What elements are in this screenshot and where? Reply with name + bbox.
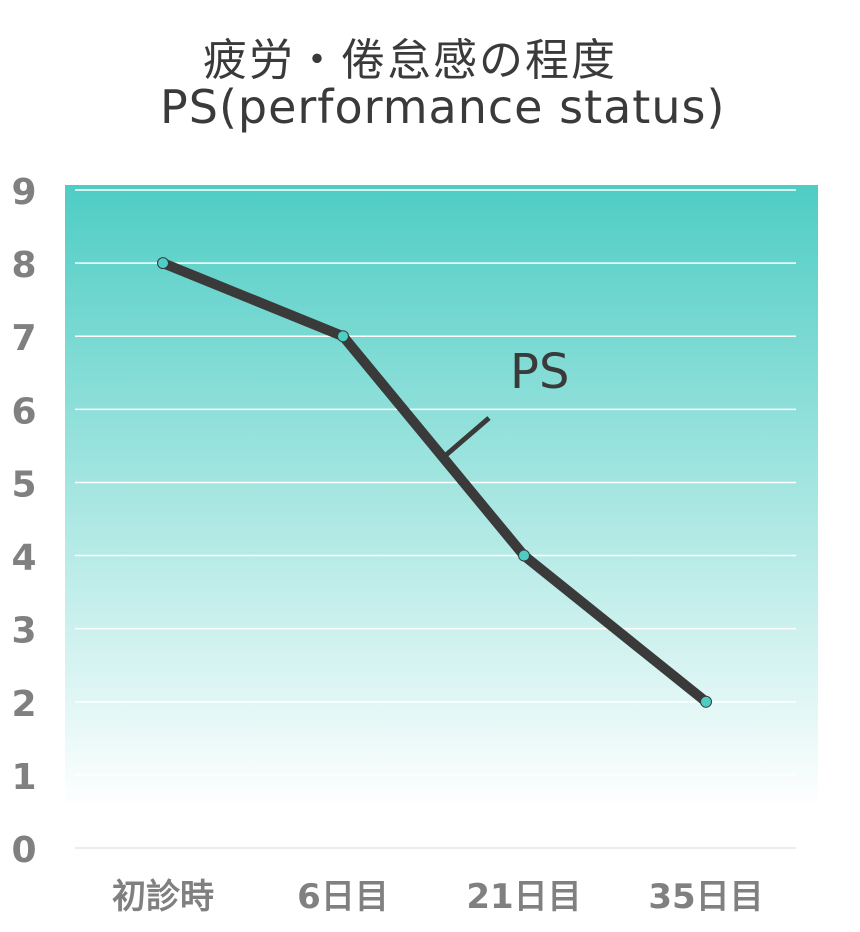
x-tick-label: 初診時 [112, 877, 214, 917]
y-tick-label: 3 [11, 611, 36, 652]
y-tick-label: 9 [11, 172, 36, 213]
y-axis-ticks: 0 1 2 3 4 5 6 7 8 9 [11, 172, 36, 871]
y-tick-label: 4 [11, 538, 36, 579]
chart-title: 疲労・倦怠感の程度 [203, 35, 617, 86]
y-tick-label: 7 [11, 318, 36, 359]
data-point [518, 549, 530, 562]
series-label-ps: PS [510, 344, 569, 400]
series-line-ps [158, 258, 711, 707]
data-point [157, 257, 169, 270]
x-axis-ticks: 初診時 6日目 21日目 35日目 [112, 877, 764, 917]
chart-subtitle: PS(performance status) [160, 80, 726, 134]
x-tick-label: 35日目 [648, 877, 763, 917]
series-label-leader [439, 416, 491, 461]
y-tick-label: 1 [11, 757, 36, 798]
x-tick-label: 21日目 [466, 877, 581, 917]
y-tick-label: 8 [11, 245, 36, 286]
y-tick-label: 2 [11, 684, 36, 725]
series-layer [157, 257, 712, 708]
y-tick-label: 0 [11, 830, 36, 871]
x-tick-label: 6日目 [297, 877, 389, 917]
series-label-layer: PS [439, 344, 569, 461]
data-point [337, 330, 349, 343]
data-point [700, 695, 712, 708]
y-tick-label: 6 [11, 391, 36, 432]
plot-background [65, 185, 818, 808]
gridlines [75, 189, 796, 849]
y-tick-label: 5 [11, 464, 36, 505]
